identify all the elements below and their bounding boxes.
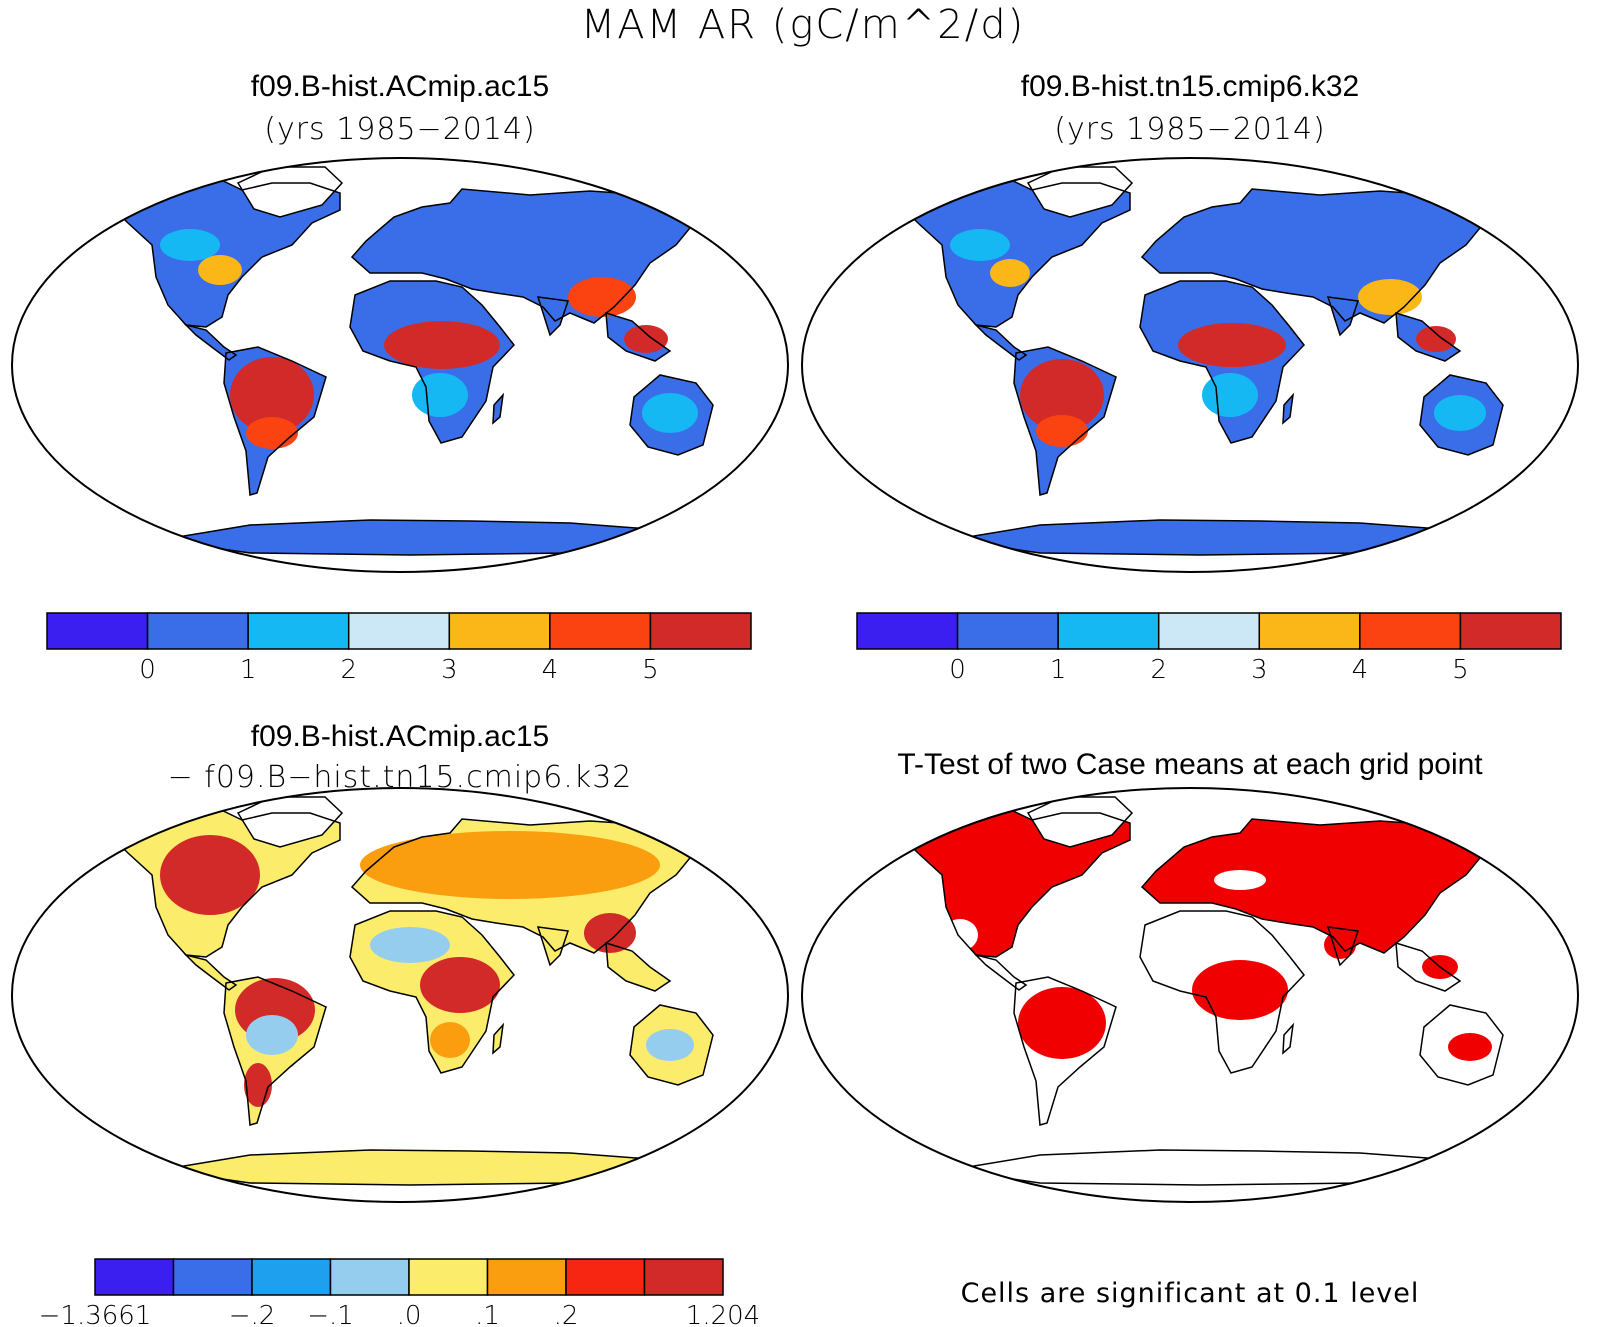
- colorbar-swatch: [329, 1258, 410, 1296]
- colorbar-swatch: [408, 1258, 489, 1296]
- colorbar-tick-label: .1: [475, 1301, 500, 1327]
- colorbar-tick-label: 1.204: [686, 1301, 760, 1327]
- colorbar-panel-3: −1.3661 −.2 −.1 .0 .1 .2 1.204: [39, 1258, 760, 1327]
- map-border: [801, 787, 1579, 1203]
- colorbar-swatch: [146, 612, 249, 650]
- colorbar-swatch: [1359, 612, 1462, 650]
- colorbar-tick-label: 0: [949, 655, 966, 685]
- colorbar-panel-2: 0 1 2 3 4 5: [856, 612, 1562, 685]
- panel-2-title: f09.B-hist.tn15.cmip6.k32: [1020, 70, 1360, 103]
- colorbar-tick-label: 3: [1251, 655, 1268, 685]
- colorbar-tick-label: −1.3661: [39, 1301, 152, 1327]
- panel-1-subtitle: (yrs 1985−2014): [264, 112, 536, 147]
- map-panel-3: [11, 787, 789, 1203]
- colorbar-swatch: [1258, 612, 1361, 650]
- panel-2-subtitle: (yrs 1985−2014): [1054, 112, 1326, 147]
- colorbar-swatch: [956, 612, 1059, 650]
- colorbar-tick-label: −.1: [307, 1301, 354, 1327]
- colorbar-swatch: [347, 612, 451, 650]
- panel-3-subtitle: − f09.B−hist.tn15.cmip6.k32: [167, 760, 633, 795]
- colorbar-swatch: [1459, 612, 1562, 650]
- colorbar-tick-label: 4: [1352, 655, 1369, 685]
- colorbar-swatch: [94, 1258, 175, 1296]
- colorbar-swatch: [46, 612, 149, 650]
- colorbar-swatch: [172, 1258, 253, 1296]
- panel-1-title: f09.B-hist.ACmip.ac15: [250, 70, 550, 103]
- colorbar-swatch: [448, 612, 551, 650]
- colorbar-tick-label: 1: [1050, 655, 1067, 685]
- colorbar-tick-label: 1: [240, 655, 257, 685]
- colorbar-swatch: [486, 1258, 567, 1296]
- colorbar-tick-label: 5: [1452, 655, 1469, 685]
- map-panel-1: [11, 157, 789, 573]
- colorbar-tick-label: 2: [1150, 655, 1167, 685]
- high-value-regions: [950, 229, 1486, 447]
- colorbar-swatch: [1157, 612, 1261, 650]
- panel-4-title: T-Test of two Case means at each grid po…: [897, 748, 1483, 781]
- colorbar-swatch: [247, 612, 350, 650]
- difference-regions: [160, 831, 694, 1107]
- map-border: [11, 787, 789, 1203]
- map-border: [11, 157, 789, 573]
- colorbar-swatch: [643, 1258, 724, 1296]
- colorbar-tick-label: 3: [441, 655, 458, 685]
- colorbar-tick-label: 4: [542, 655, 559, 685]
- colorbar-tick-label: .0: [397, 1301, 422, 1327]
- significance-note: Cells are significant at 0.1 level: [960, 1278, 1420, 1309]
- colorbar-swatch: [549, 612, 652, 650]
- colorbar-tick-label: 0: [139, 655, 156, 685]
- colorbar-swatch: [565, 1258, 646, 1296]
- map-panel-2: [801, 157, 1579, 573]
- figure-title: MAM AR (gC/m^2/d): [580, 2, 1026, 48]
- panel-3-title: f09.B-hist.ACmip.ac15: [250, 720, 550, 753]
- significance-regions: [900, 805, 1492, 1061]
- colorbar-tick-label: 5: [642, 655, 659, 685]
- colorbar-tick-label: 2: [340, 655, 357, 685]
- colorbar-tick-label: −.2: [229, 1301, 276, 1327]
- colorbar-tick-label: .2: [554, 1301, 579, 1327]
- colorbar-swatch: [856, 612, 959, 650]
- high-value-regions: [160, 229, 698, 449]
- map-border: [801, 157, 1579, 573]
- non-significant-gaps: [942, 870, 1266, 953]
- colorbar-swatch: [251, 1258, 332, 1296]
- colorbar-swatch: [649, 612, 752, 650]
- map-panel-4: [801, 787, 1579, 1203]
- colorbar-swatch: [1057, 612, 1160, 650]
- colorbar-panel-1: 0 1 2 3 4 5: [46, 612, 752, 685]
